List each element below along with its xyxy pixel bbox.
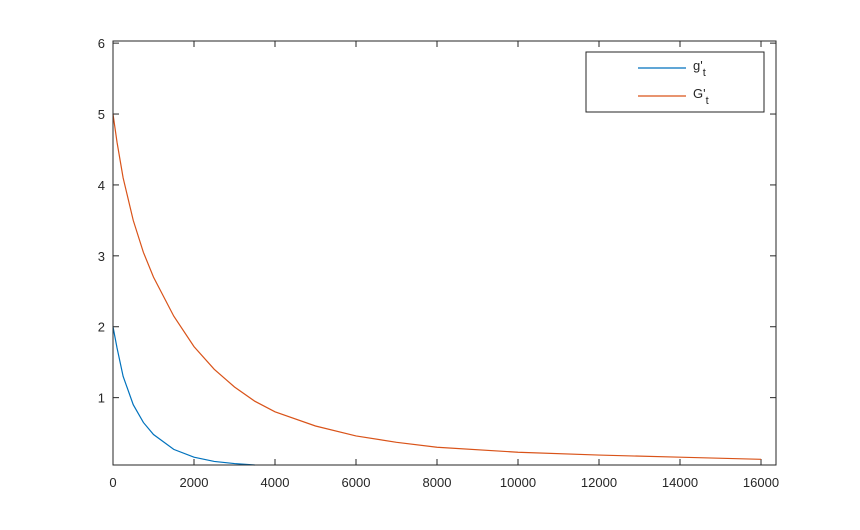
y-tick-label: 6 xyxy=(98,36,105,51)
x-tick-label: 16000 xyxy=(743,475,779,490)
x-tick-label: 10000 xyxy=(500,475,536,490)
series-line xyxy=(112,113,762,460)
x-tick-label: 4000 xyxy=(261,475,290,490)
x-tick-label: 6000 xyxy=(342,475,371,490)
x-tick-label: 14000 xyxy=(662,475,698,490)
x-tick-label: 2000 xyxy=(180,475,209,490)
y-tick-label: 1 xyxy=(98,391,105,406)
series-line xyxy=(112,326,255,466)
x-tick-label: 12000 xyxy=(581,475,617,490)
y-tick-label: 4 xyxy=(98,178,105,193)
x-tick-label: 8000 xyxy=(423,475,452,490)
legend-label: g't xyxy=(693,58,706,79)
x-tick-label: 0 xyxy=(109,475,116,490)
y-tick-label: 3 xyxy=(98,249,105,264)
legend-label: G't xyxy=(693,86,709,107)
y-tick-label: 5 xyxy=(98,107,105,122)
legend-box xyxy=(585,51,765,113)
y-tick-label: 2 xyxy=(98,320,105,335)
plot-frame xyxy=(112,40,777,466)
